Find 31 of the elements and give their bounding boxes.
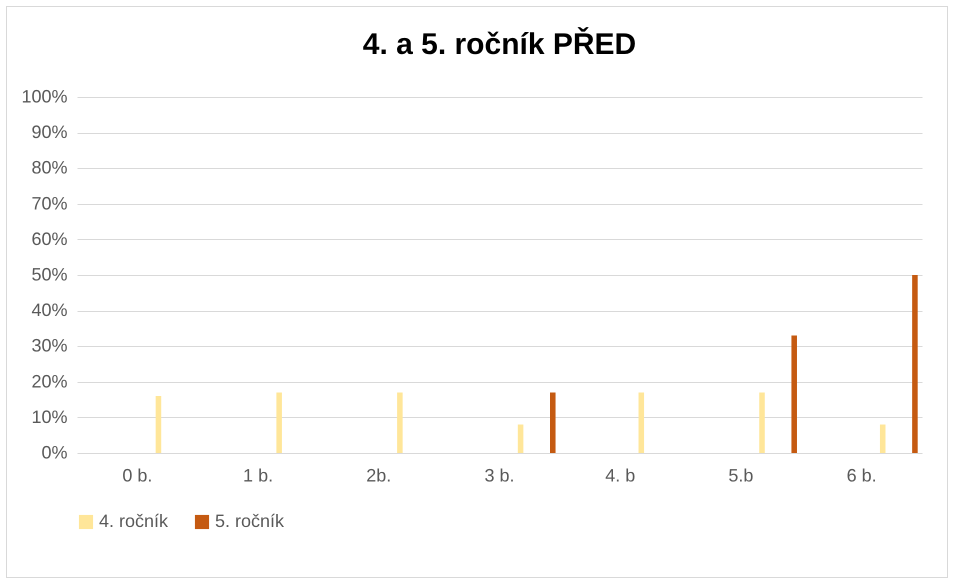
bar [550, 392, 556, 453]
y-tick-label: 50% [31, 264, 68, 284]
bar [912, 275, 918, 453]
y-tick-label: 60% [31, 228, 68, 249]
bar [638, 392, 644, 453]
x-tick-label: 3 b. [484, 466, 515, 486]
y-tick-label: 10% [31, 406, 68, 427]
bar [880, 424, 886, 453]
bar [156, 396, 162, 453]
x-tick-label: 2b. [366, 466, 392, 486]
y-tick-label: 30% [31, 336, 68, 356]
bar [397, 392, 403, 453]
chart-title: 4. a 5. ročník PŘED [362, 27, 636, 61]
x-tick-label: 6 b. [846, 466, 877, 486]
y-tick-label: 20% [31, 371, 68, 392]
legend-label: 5. ročník [215, 511, 286, 531]
x-tick-label: 4. b [605, 466, 636, 486]
bar [276, 392, 282, 453]
bar [518, 424, 524, 453]
x-tick-label: 1 b. [243, 466, 274, 486]
bar [791, 336, 797, 453]
y-tick-label: 80% [31, 158, 68, 178]
y-tick-label: 100% [21, 86, 68, 106]
x-tick-label: 5.b [728, 466, 754, 486]
bar [759, 392, 765, 453]
y-tick-label: 70% [31, 193, 68, 214]
x-tick-label: 0 b. [122, 466, 152, 486]
y-tick-label: 90% [31, 122, 68, 142]
legend-label: 4. ročník [99, 511, 170, 531]
y-tick-label: 40% [31, 300, 68, 320]
y-tick-label: 0% [41, 442, 68, 462]
